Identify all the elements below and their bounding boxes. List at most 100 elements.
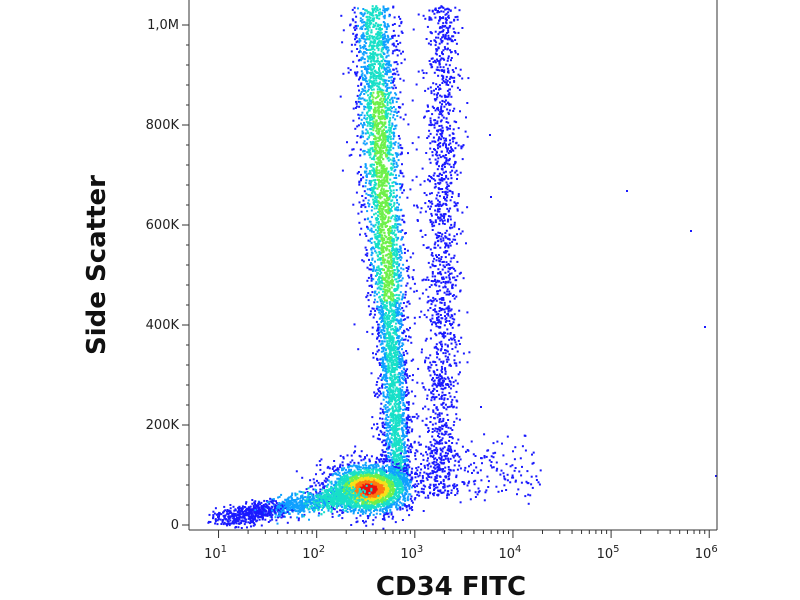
data-point [362,32,365,35]
data-point [388,108,391,111]
data-point [363,150,366,152]
data-point [365,510,368,513]
data-point [398,253,401,256]
data-point [402,268,405,271]
data-point [403,361,406,364]
data-point [381,122,384,125]
data-point [379,160,382,163]
data-point [391,282,394,285]
data-point [376,14,379,17]
data-point [374,70,377,73]
data-point [382,82,385,85]
data-point [392,164,395,167]
data-point [387,268,390,271]
data-point [381,185,384,188]
data-point [343,467,346,470]
data-point [382,395,385,398]
data-point [360,173,362,176]
data-point [400,502,403,505]
data-point [387,70,390,73]
data-point [381,217,384,220]
data-point [399,407,402,410]
data-point [379,228,382,230]
data-point [375,171,378,174]
data-point [389,306,392,309]
data-point [381,320,384,322]
data-point [346,508,349,510]
data-point [367,57,370,60]
data-point [366,71,368,74]
data-point [381,224,384,227]
data-point [389,382,392,385]
data-point [396,219,399,222]
data-point [373,116,375,118]
data-point [370,223,373,226]
data-point [387,312,390,315]
data-point [369,55,372,58]
data-point [365,67,368,70]
data-point [387,295,390,298]
data-point [368,98,371,101]
data-point [394,141,397,144]
data-point [373,173,376,176]
data-point [391,369,394,372]
data-point [381,92,384,95]
data-point [381,191,384,194]
data-point [382,152,385,154]
data-point [394,367,397,369]
data-point [394,416,397,419]
data-point [390,396,393,398]
data-point [400,20,403,23]
data-point [373,57,375,60]
data-point [382,314,385,317]
data-point [393,450,395,453]
data-point [401,295,404,298]
data-point [382,223,385,226]
data-point [360,26,363,29]
data-point [370,284,373,287]
data-point [362,34,365,37]
data-point [388,351,391,354]
data-point [384,356,387,359]
data-point [376,350,379,353]
data-point [408,507,411,510]
data-point [404,318,407,321]
data-point [392,6,395,9]
data-point [406,432,409,435]
data-point [395,468,398,471]
data-point [386,66,389,69]
data-point [391,153,394,156]
data-point [367,88,370,91]
data-point [380,305,382,307]
data-point [412,278,415,281]
data-point [390,440,393,443]
data-point [394,421,397,424]
data-point [354,73,357,76]
data-point [370,179,373,182]
data-point [371,326,374,329]
data-point [407,274,410,277]
data-point [387,41,389,44]
data-point [390,413,393,416]
data-point [392,346,395,348]
data-point [395,278,398,281]
data-point [403,396,406,399]
data-point [395,155,398,158]
data-point [391,299,394,302]
data-point [372,100,375,103]
data-point [398,303,401,306]
data-point [393,275,395,278]
data-point [394,409,397,412]
data-point [399,449,402,452]
data-point [394,92,397,95]
data-point [393,201,396,204]
data-point [365,179,368,182]
data-point [376,9,379,12]
data-point [396,249,399,252]
data-point [353,6,356,9]
data-point [369,156,372,159]
data-point [394,303,397,306]
data-point [376,103,379,105]
data-point [390,209,393,212]
data-point [374,147,377,150]
